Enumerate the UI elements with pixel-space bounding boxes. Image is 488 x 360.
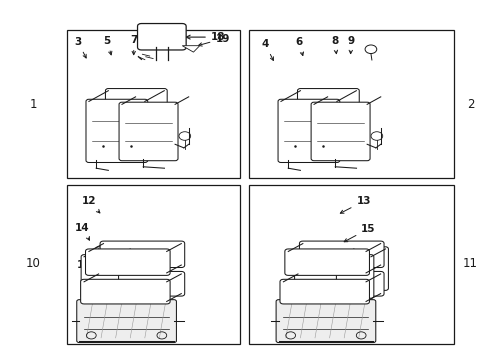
Text: 5: 5: [103, 36, 112, 55]
Text: 4: 4: [261, 39, 273, 60]
FancyBboxPatch shape: [95, 271, 184, 296]
Text: 17: 17: [338, 261, 365, 283]
Text: 2: 2: [466, 99, 473, 112]
Text: 8: 8: [330, 36, 338, 54]
FancyBboxPatch shape: [297, 89, 359, 152]
FancyBboxPatch shape: [81, 255, 118, 298]
Bar: [67, 30, 239, 178]
Bar: [249, 185, 453, 344]
FancyBboxPatch shape: [137, 23, 186, 50]
Polygon shape: [182, 46, 200, 52]
Text: 10: 10: [25, 257, 41, 270]
FancyBboxPatch shape: [294, 271, 383, 296]
FancyBboxPatch shape: [105, 89, 167, 152]
FancyBboxPatch shape: [77, 300, 176, 342]
Text: 11: 11: [462, 257, 477, 270]
Bar: [67, 185, 239, 344]
Text: 6: 6: [295, 37, 303, 55]
Text: 16: 16: [77, 260, 91, 283]
FancyBboxPatch shape: [86, 99, 147, 162]
FancyBboxPatch shape: [350, 247, 387, 291]
FancyBboxPatch shape: [81, 279, 170, 304]
Text: 7: 7: [130, 35, 137, 55]
FancyBboxPatch shape: [276, 300, 375, 342]
FancyBboxPatch shape: [85, 249, 170, 275]
FancyBboxPatch shape: [285, 249, 369, 275]
FancyBboxPatch shape: [299, 241, 383, 267]
Text: 14: 14: [75, 223, 90, 240]
FancyBboxPatch shape: [100, 241, 184, 267]
FancyBboxPatch shape: [119, 102, 178, 161]
FancyBboxPatch shape: [280, 279, 369, 304]
Text: 3: 3: [74, 37, 86, 58]
Text: 12: 12: [81, 196, 100, 213]
FancyBboxPatch shape: [310, 102, 369, 161]
Text: 15: 15: [344, 224, 375, 242]
Text: 13: 13: [340, 196, 370, 213]
FancyBboxPatch shape: [278, 99, 339, 162]
FancyBboxPatch shape: [336, 255, 373, 298]
Text: 19: 19: [198, 34, 229, 46]
Text: 1: 1: [29, 99, 37, 112]
Text: 18: 18: [210, 32, 224, 42]
Bar: [249, 30, 453, 178]
FancyBboxPatch shape: [96, 247, 133, 291]
Text: 9: 9: [347, 36, 354, 54]
